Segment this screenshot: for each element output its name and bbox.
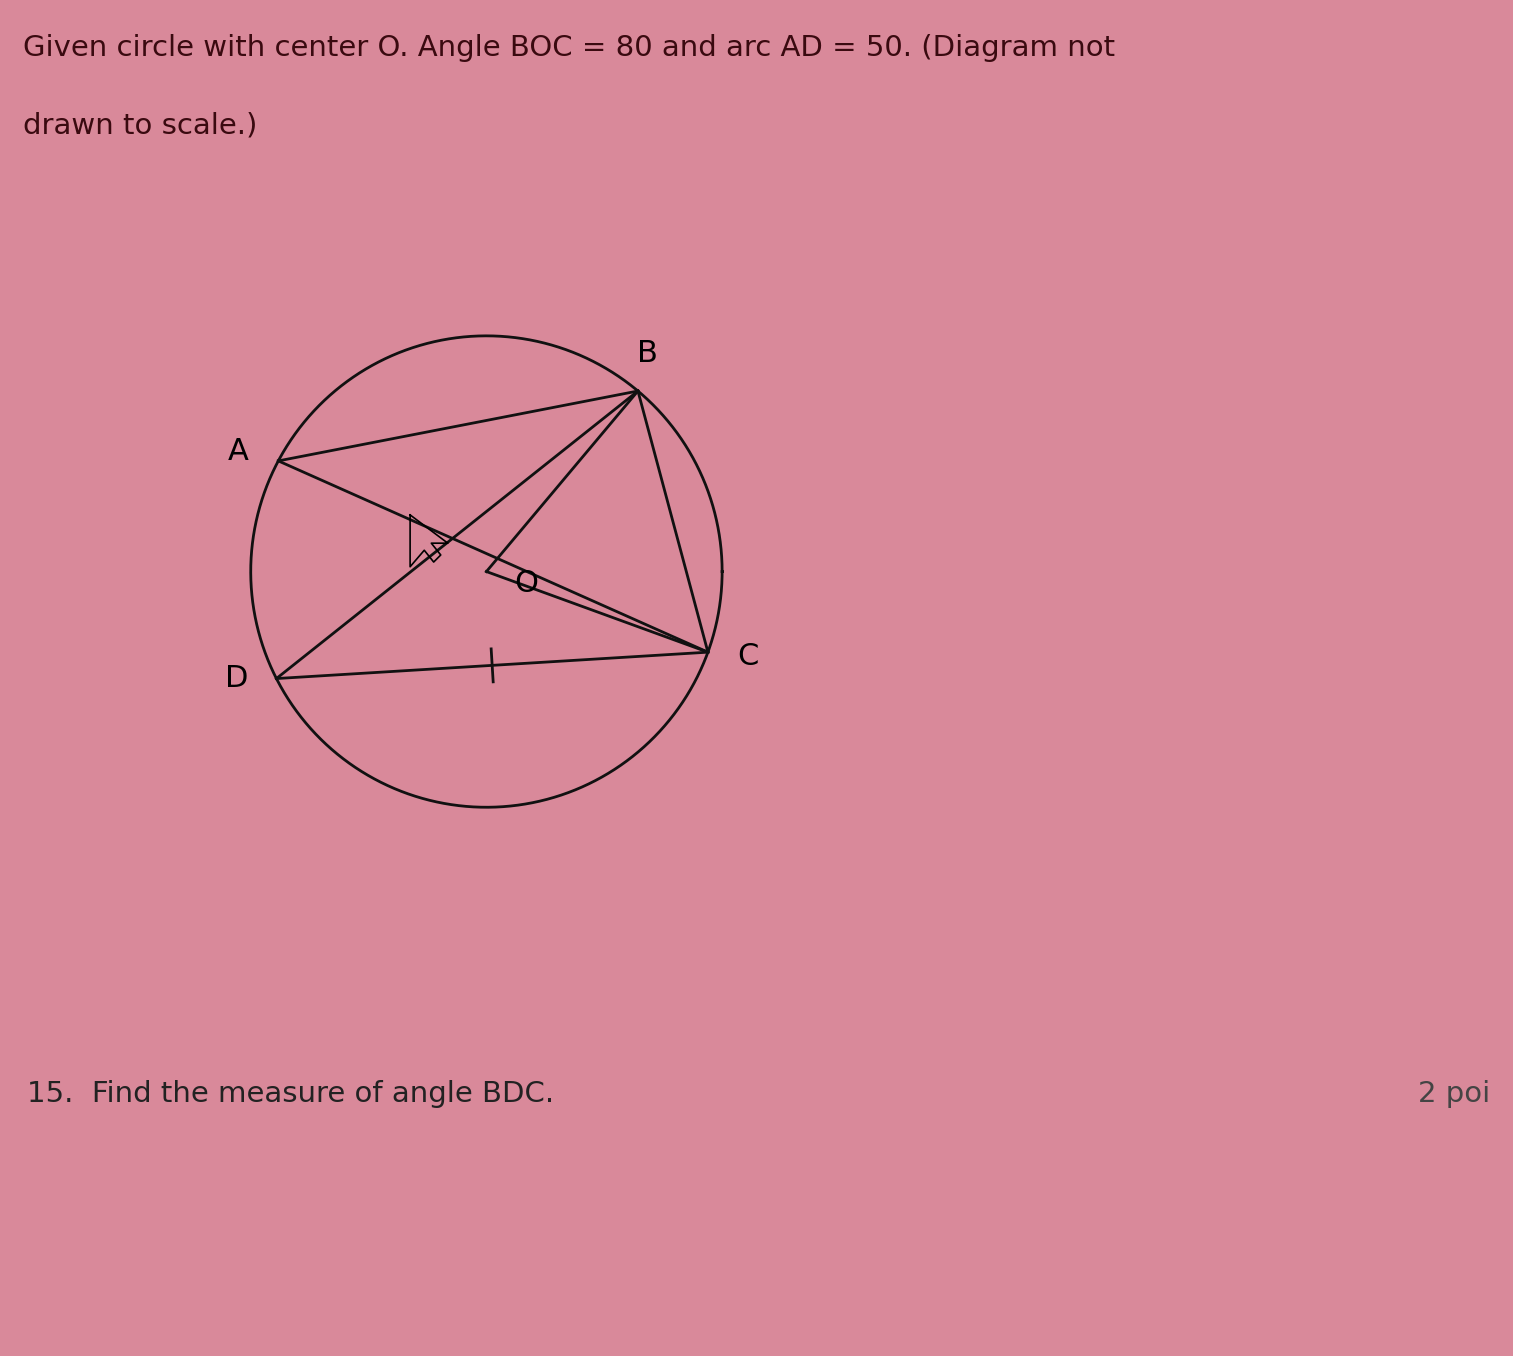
Text: O: O bbox=[514, 568, 539, 598]
Text: drawn to scale.): drawn to scale.) bbox=[23, 111, 257, 140]
Text: 2 poi: 2 poi bbox=[1418, 1079, 1490, 1108]
Text: D: D bbox=[224, 664, 248, 693]
Text: A: A bbox=[228, 437, 248, 466]
Text: Given circle with center O. Angle BOC = 80 and arc AD = 50. (Diagram not: Given circle with center O. Angle BOC = … bbox=[23, 34, 1115, 62]
Text: 15.  Find the measure of angle BDC.: 15. Find the measure of angle BDC. bbox=[27, 1079, 554, 1108]
Text: B: B bbox=[637, 339, 658, 367]
Text: C: C bbox=[737, 643, 758, 671]
